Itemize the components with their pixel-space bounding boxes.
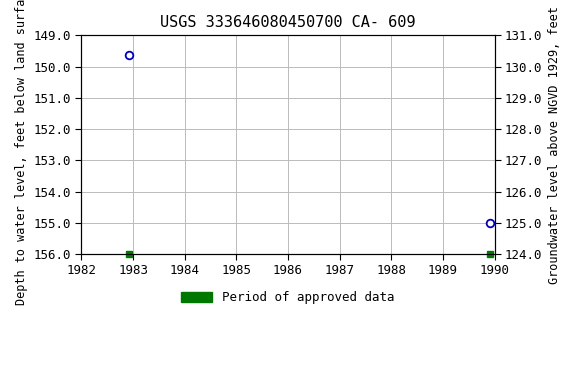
Y-axis label: Groundwater level above NGVD 1929, feet: Groundwater level above NGVD 1929, feet <box>548 6 561 284</box>
Y-axis label: Depth to water level, feet below land surface: Depth to water level, feet below land su… <box>15 0 28 305</box>
Title: USGS 333646080450700 CA- 609: USGS 333646080450700 CA- 609 <box>160 15 416 30</box>
Legend: Period of approved data: Period of approved data <box>176 286 400 309</box>
